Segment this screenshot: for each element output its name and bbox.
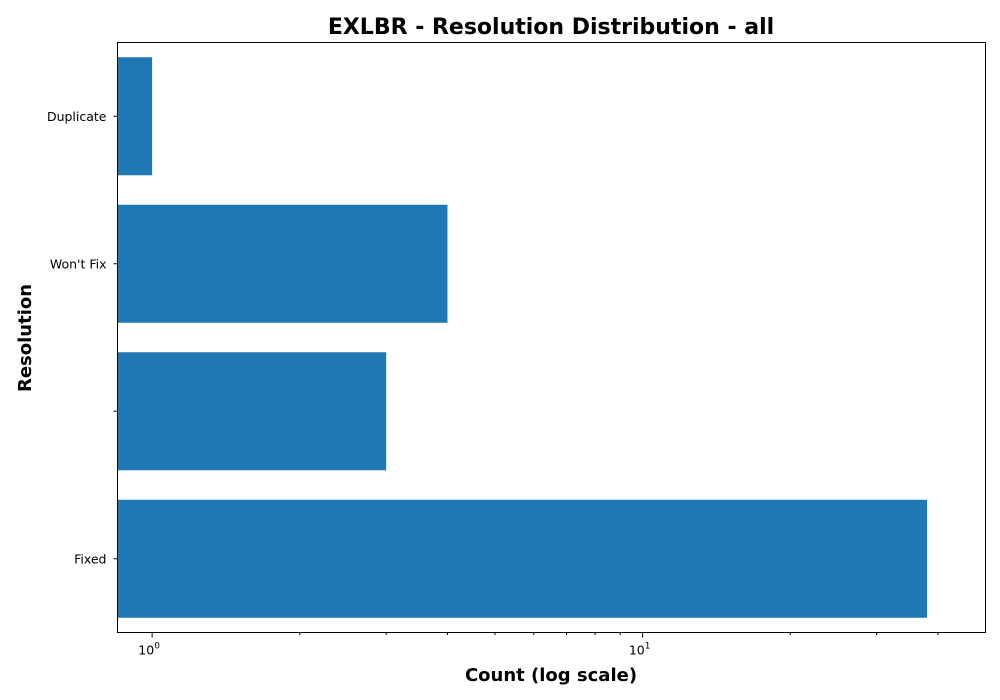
y-axis-label: Resolution bbox=[15, 284, 36, 392]
x-tick-label: 101 bbox=[629, 642, 651, 658]
bar-won-t-fix bbox=[117, 204, 448, 323]
y-tick-label: Won't Fix bbox=[50, 256, 107, 271]
y-tick-label: Fixed bbox=[74, 551, 106, 566]
bar-duplicate bbox=[117, 57, 153, 176]
bar-blank bbox=[117, 352, 387, 471]
x-tick-label: 100 bbox=[138, 642, 160, 658]
plot-frame bbox=[117, 42, 986, 633]
bars-group bbox=[117, 57, 928, 618]
ticks-group: Fixed Won't Fix Duplicate 100 101 bbox=[47, 109, 939, 658]
chart-title: EXLBR - Resolution Distribution - all bbox=[328, 15, 774, 40]
y-tick-label: Duplicate bbox=[47, 109, 107, 124]
x-axis-label: Count (log scale) bbox=[465, 665, 637, 686]
bar-fixed bbox=[117, 499, 928, 618]
